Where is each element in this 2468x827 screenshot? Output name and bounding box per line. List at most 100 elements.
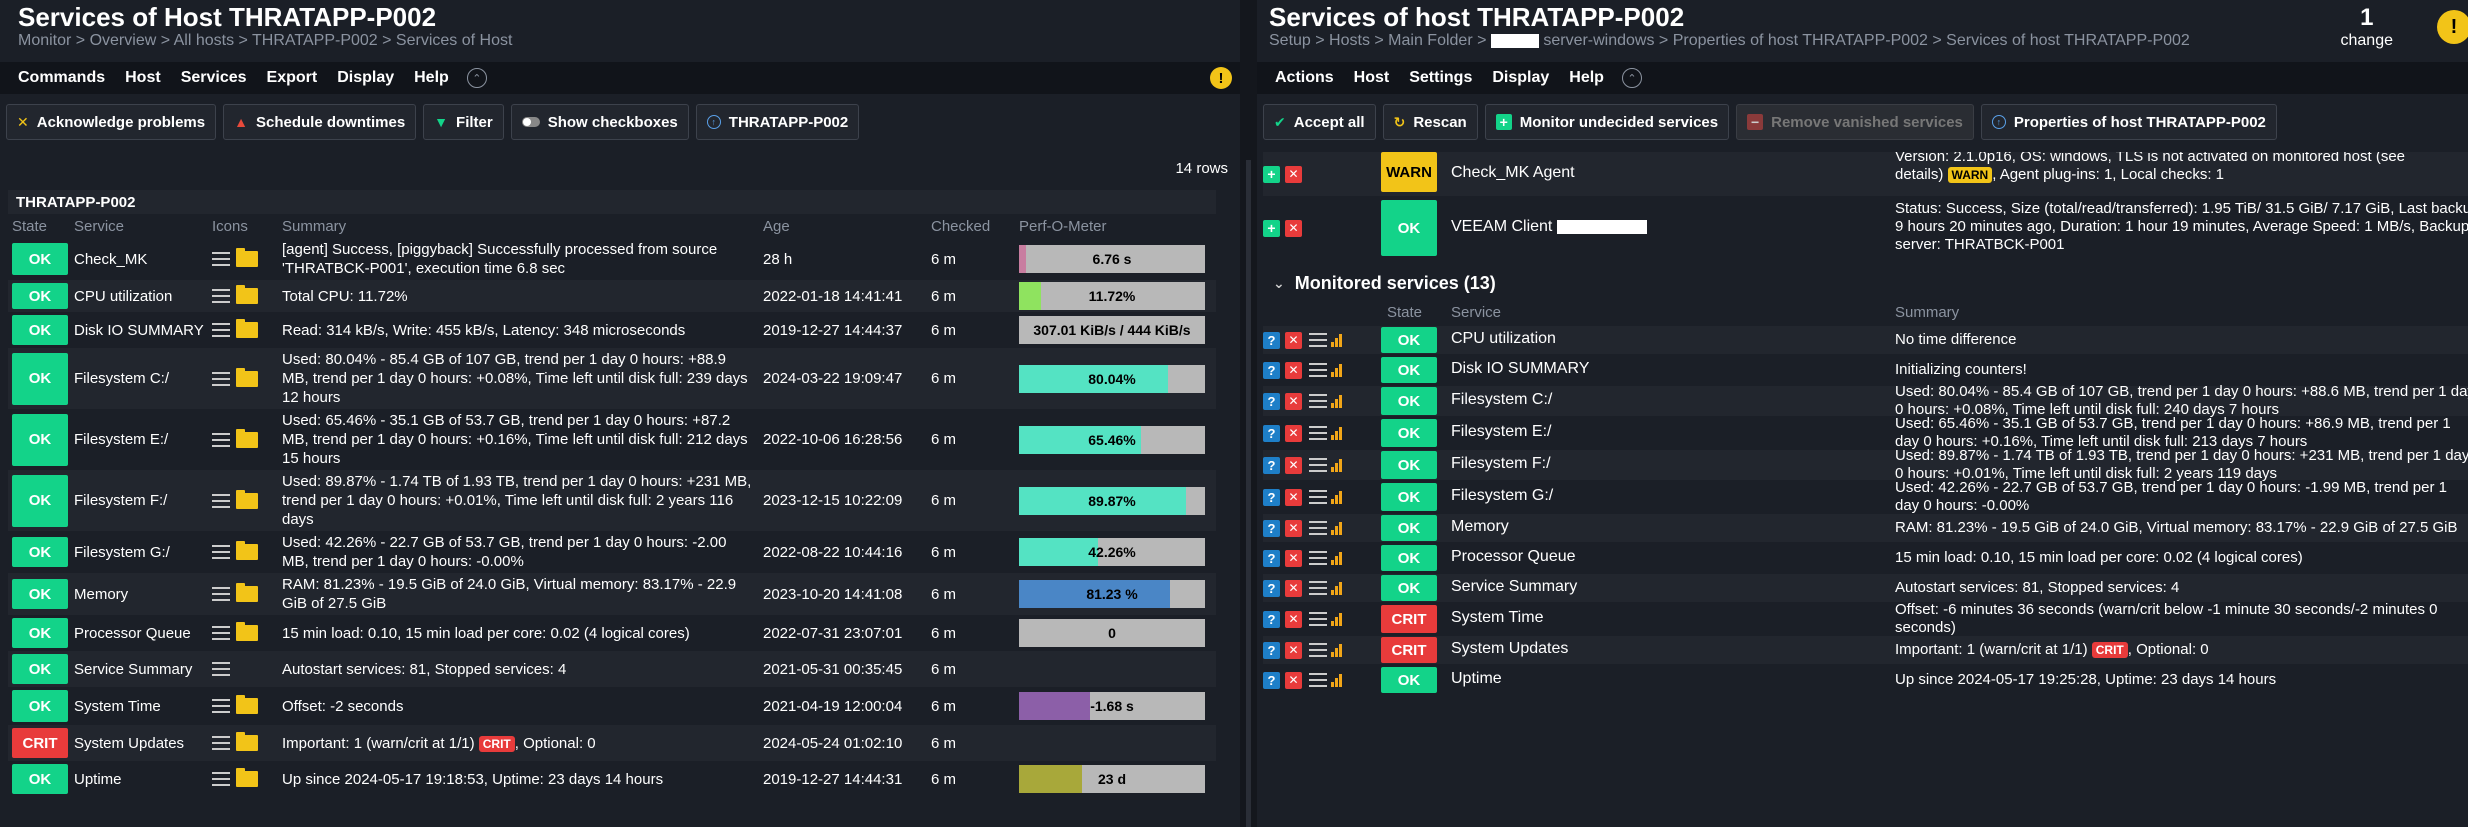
action-menu-icon[interactable] <box>212 323 230 337</box>
menu-host[interactable]: Host <box>1353 69 1390 86</box>
table-row[interactable]: OK Disk IO SUMMARY Read: 314 kB/s, Write… <box>8 312 1216 348</box>
accept-all-button[interactable]: ✔ Accept all <box>1263 104 1376 140</box>
monitor-plus-icon[interactable]: + <box>1263 219 1280 237</box>
graph-bars-icon[interactable] <box>1331 673 1342 687</box>
service-cell[interactable]: Filesystem E:/ <box>70 409 208 470</box>
col-perf[interactable]: Perf-O-Meter <box>1015 214 1216 238</box>
show-checkboxes-button[interactable]: Show checkboxes <box>510 104 689 140</box>
col-summary[interactable]: Summary <box>278 214 759 238</box>
col-age[interactable]: Age <box>759 214 927 238</box>
remove-x-icon[interactable]: ✕ <box>1285 610 1302 628</box>
help-question-icon[interactable]: ? <box>1263 456 1280 474</box>
help-question-icon[interactable]: ? <box>1263 424 1280 442</box>
service-name[interactable]: Uptime <box>74 770 122 788</box>
monitor-plus-icon[interactable]: + <box>1263 165 1280 183</box>
monitored-section-header[interactable]: ⌄ Monitored services (13) <box>1263 268 2468 298</box>
service-name[interactable]: Filesystem G:/ <box>74 543 170 561</box>
service-cell[interactable]: Check_MK <box>70 238 208 280</box>
monitored-row[interactable]: ? ✕ OK CPU utilization No time differenc… <box>1263 326 2468 354</box>
col-checked[interactable]: Checked <box>927 214 1015 238</box>
folder-icon[interactable] <box>236 428 258 448</box>
table-row[interactable]: OK Filesystem F:/ Used: 89.87% - 1.74 TB… <box>8 470 1216 531</box>
action-menu-icon[interactable] <box>1309 394 1327 408</box>
table-row[interactable]: OK Check_MK [agent] Success, [piggyback]… <box>8 238 1216 280</box>
perf-o-meter[interactable]: 23 d <box>1019 765 1205 793</box>
action-menu-icon[interactable] <box>1309 551 1327 565</box>
breadcrumb[interactable]: Monitor > Overview > All hosts > THRATAP… <box>18 32 513 49</box>
monitored-row[interactable]: ? ✕ OK Filesystem C:/ Used: 80.04% - 85.… <box>1263 383 2468 418</box>
help-question-icon[interactable]: ? <box>1263 392 1280 410</box>
action-menu-icon[interactable] <box>212 772 230 786</box>
service-cell[interactable]: Uptime <box>70 761 208 797</box>
service-name[interactable]: Disk IO SUMMARY <box>74 321 204 339</box>
action-menu-icon[interactable] <box>1309 333 1327 347</box>
service-cell[interactable]: Filesystem G:/ <box>70 531 208 573</box>
monitored-row[interactable]: ? ✕ OK Filesystem E:/ Used: 65.46% - 35.… <box>1263 415 2468 450</box>
menu-settings[interactable]: Settings <box>1409 69 1473 86</box>
service-cell[interactable]: Filesystem C:/ <box>70 348 208 409</box>
remove-x-icon[interactable]: ✕ <box>1285 361 1302 379</box>
table-row[interactable]: OK Filesystem C:/ Used: 80.04% - 85.4 GB… <box>8 348 1216 409</box>
perf-o-meter[interactable]: 80.04% <box>1019 364 1205 393</box>
remove-x-icon[interactable]: ✕ <box>1285 219 1302 237</box>
menu-export[interactable]: Export <box>266 69 318 86</box>
perf-o-meter[interactable]: 81.23 % <box>1019 580 1205 608</box>
graph-bars-icon[interactable] <box>1331 490 1342 504</box>
remove-x-icon[interactable]: ✕ <box>1285 331 1302 349</box>
folder-icon[interactable] <box>236 248 258 267</box>
service-name[interactable]: Processor Queue <box>74 624 191 642</box>
pending-changes[interactable]: 1 change <box>2341 4 2394 50</box>
help-question-icon[interactable]: ? <box>1263 331 1280 349</box>
action-menu-icon[interactable] <box>1309 612 1327 626</box>
perf-o-meter[interactable]: 307.01 KiB/s / 444 KiB/s <box>1019 316 1205 344</box>
rescan-button[interactable]: ↻ Rescan <box>1382 104 1478 140</box>
monitored-row[interactable]: ? ✕ OK Uptime Up since 2024-05-17 19:25:… <box>1263 666 2468 694</box>
folder-icon[interactable] <box>236 583 258 602</box>
perf-o-meter[interactable]: 11.72% <box>1019 282 1205 310</box>
help-question-icon[interactable]: ? <box>1263 610 1280 628</box>
remove-x-icon[interactable]: ✕ <box>1285 456 1302 474</box>
table-row[interactable]: OK CPU utilization Total CPU: 11.72% 202… <box>8 280 1216 312</box>
folder-icon[interactable] <box>236 285 258 304</box>
remove-x-icon[interactable]: ✕ <box>1285 519 1302 537</box>
folder-icon[interactable] <box>236 768 258 787</box>
service-name[interactable]: Filesystem C:/ <box>74 370 170 387</box>
table-row[interactable]: OK Filesystem E:/ Used: 65.46% - 35.1 GB… <box>8 409 1216 470</box>
monitored-row[interactable]: ? ✕ OK Service Summary Autostart service… <box>1263 574 2468 602</box>
menu-host[interactable]: Host <box>125 69 161 86</box>
action-menu-icon[interactable] <box>1309 458 1327 472</box>
collapse-icon[interactable]: ⌃ <box>466 68 487 88</box>
table-row[interactable]: OK System Time Offset: -2 seconds 2021-0… <box>8 687 1216 725</box>
graph-bars-icon[interactable] <box>1331 643 1342 657</box>
remove-x-icon[interactable]: ✕ <box>1285 165 1302 183</box>
menu-actions[interactable]: Actions <box>1275 69 1334 86</box>
changes-warning-icon[interactable]: ! <box>2437 10 2468 44</box>
graph-bars-icon[interactable] <box>1331 521 1342 535</box>
action-menu-icon[interactable] <box>1309 643 1327 657</box>
remove-x-icon[interactable]: ✕ <box>1285 641 1302 659</box>
monitored-row[interactable]: ? ✕ OK Filesystem G:/ Used: 42.26% - 22.… <box>1263 479 2468 514</box>
service-name[interactable]: Filesystem F:/ <box>74 492 168 509</box>
folder-icon[interactable] <box>236 367 258 387</box>
perf-o-meter[interactable]: -1.68 s <box>1019 692 1205 720</box>
help-question-icon[interactable]: ? <box>1263 641 1280 659</box>
service-name[interactable]: Filesystem E:/ <box>74 431 169 448</box>
help-question-icon[interactable]: ? <box>1263 549 1280 567</box>
filter-button[interactable]: ▼ Filter <box>423 104 504 140</box>
service-name[interactable]: Service Summary <box>74 660 193 678</box>
remove-x-icon[interactable]: ✕ <box>1285 424 1302 442</box>
service-name[interactable]: System Time <box>74 697 161 715</box>
action-menu-icon[interactable] <box>1309 426 1327 440</box>
monitored-row[interactable]: ? ✕ OK Memory RAM: 81.23% - 19.5 GiB of … <box>1263 514 2468 542</box>
graph-bars-icon[interactable] <box>1331 394 1342 408</box>
folder-icon[interactable] <box>236 695 258 714</box>
help-question-icon[interactable]: ? <box>1263 519 1280 537</box>
service-cell[interactable]: Memory <box>70 573 208 615</box>
table-row[interactable]: CRIT System Updates Important: 1 (warn/c… <box>8 725 1216 761</box>
action-menu-icon[interactable] <box>212 545 230 559</box>
menu-display[interactable]: Display <box>337 69 395 86</box>
folder-icon[interactable] <box>236 541 258 560</box>
perf-o-meter[interactable]: 65.46% <box>1019 425 1205 454</box>
action-menu-icon[interactable] <box>1309 363 1327 377</box>
monitored-row[interactable]: ? ✕ CRIT System Updates Important: 1 (wa… <box>1263 636 2468 664</box>
